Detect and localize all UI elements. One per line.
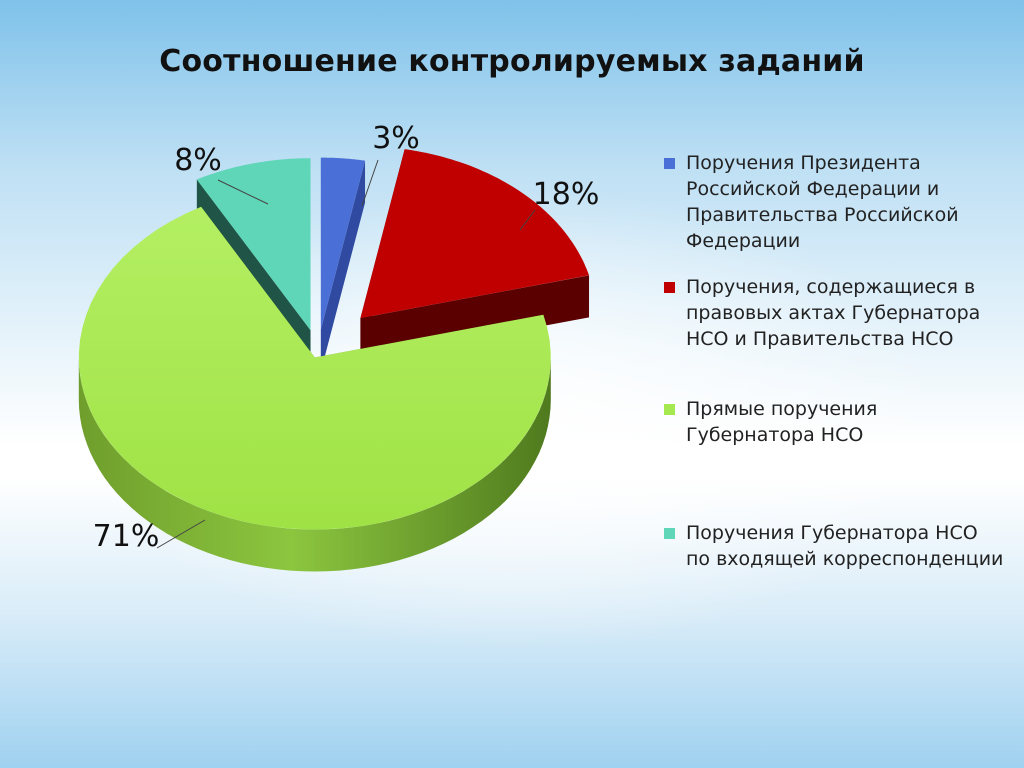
pie-slice	[360, 149, 589, 319]
legend-swatch	[664, 404, 675, 415]
leader-line	[156, 519, 206, 549]
leader-line	[519, 209, 536, 231]
pie-slice	[78, 206, 551, 530]
data-label: 71%	[93, 519, 160, 554]
legend-label: Поручения Президента Российской Федераци…	[686, 152, 959, 252]
pie-slice	[320, 157, 365, 330]
slice-side	[78, 357, 551, 572]
leader-line	[217, 179, 269, 205]
leader-line	[361, 159, 379, 207]
legend-label: Поручения, содержащиеся в правовых актах…	[686, 276, 981, 350]
data-label: 18%	[533, 177, 600, 212]
chart-title: Соотношение контролируемых заданий	[159, 44, 865, 79]
legend-label: Прямые поручения Губернатора НСО	[686, 398, 878, 446]
legend-swatch	[664, 158, 675, 169]
legend-swatch	[664, 282, 675, 293]
data-label: 3%	[372, 121, 420, 156]
slice-cut-face	[320, 160, 366, 372]
pie-slice	[196, 158, 311, 331]
data-label: 8%	[174, 143, 222, 178]
legend-label: Поручения Губернатора НСО по входящей ко…	[686, 522, 1004, 570]
legend-swatch	[664, 528, 675, 539]
